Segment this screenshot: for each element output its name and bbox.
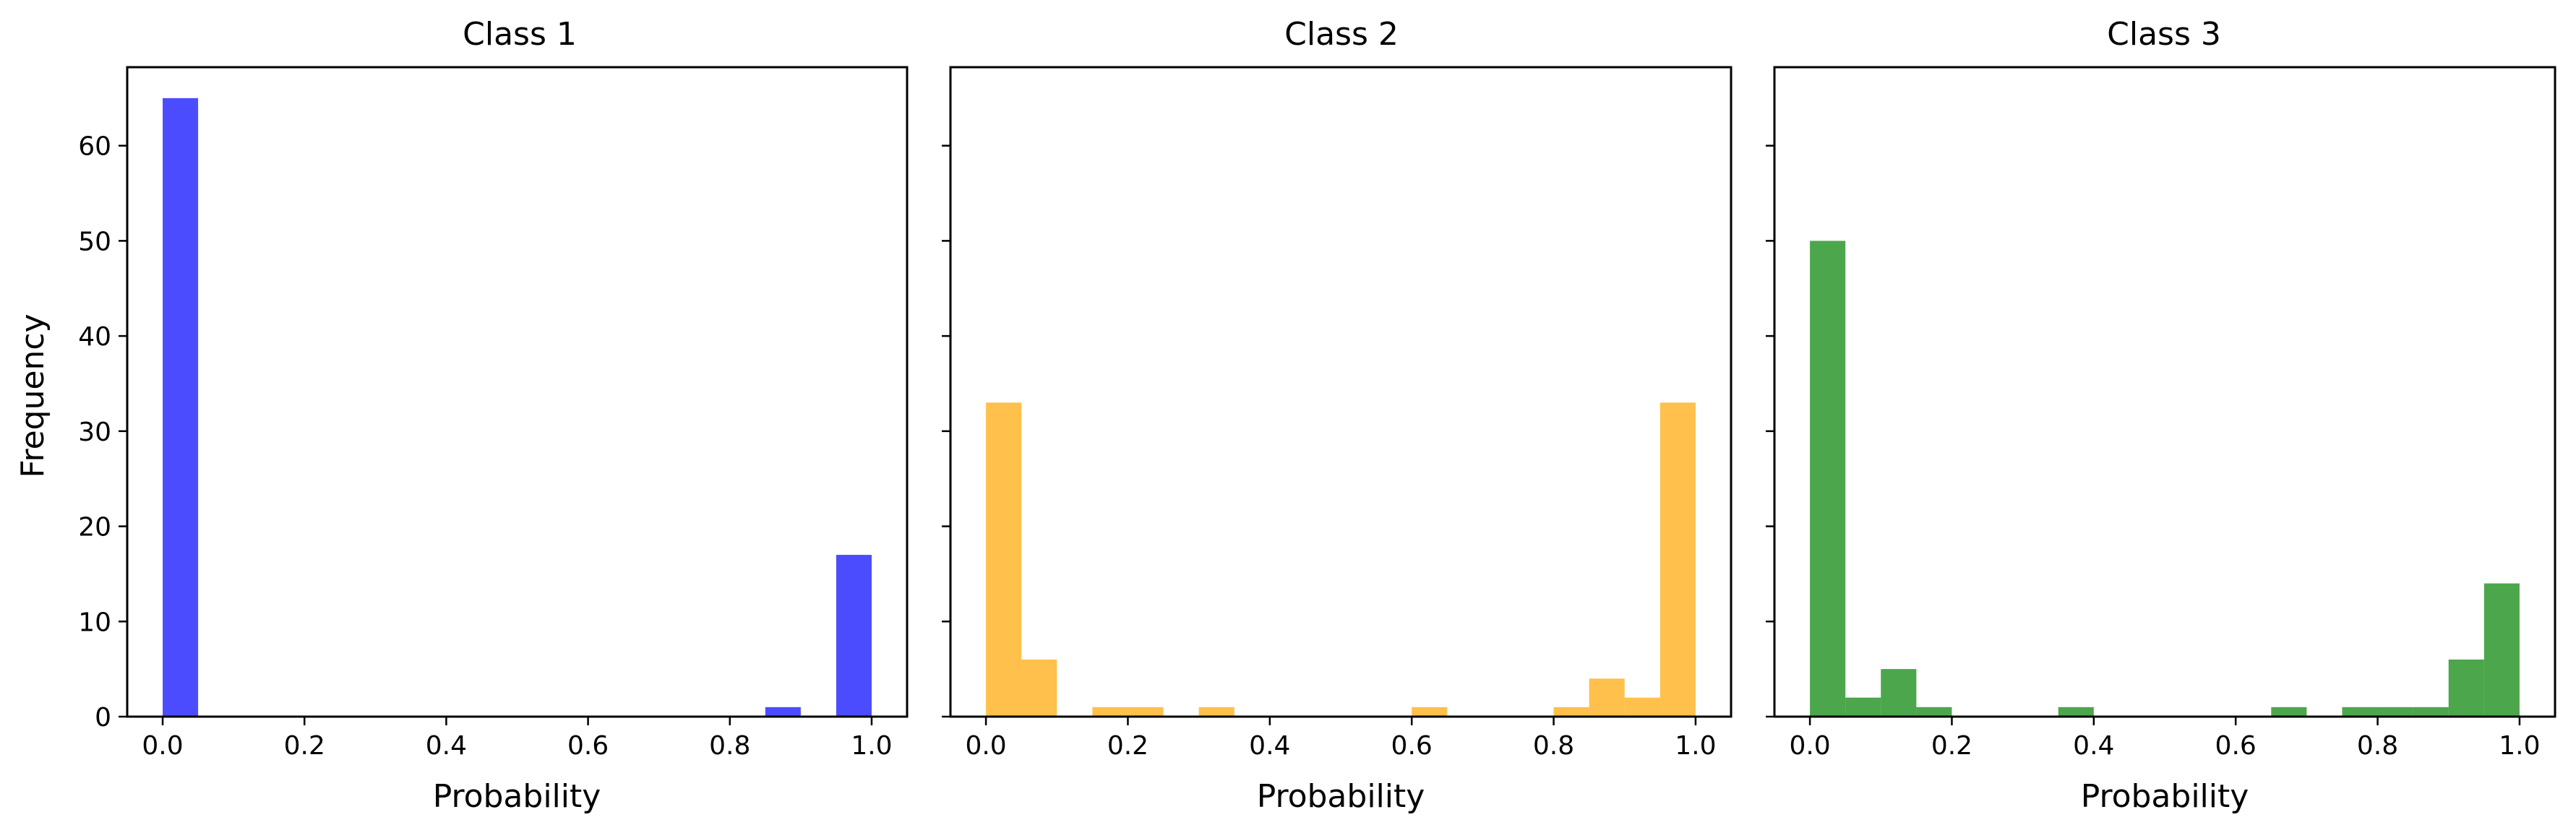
histogram-bar bbox=[2342, 707, 2378, 717]
y-ticks bbox=[942, 144, 950, 718]
x-ticks: 0.0 0.2 0.4 0.6 0.8 1.0 bbox=[1789, 717, 2541, 761]
x-tick-label: 0.2 bbox=[1931, 731, 1972, 761]
histogram-bar bbox=[836, 555, 872, 717]
panel-title: Class 3 bbox=[2107, 16, 2221, 53]
histogram-bar bbox=[1553, 707, 1589, 717]
histogram-bar bbox=[1021, 659, 1057, 717]
y-tick-label: 20 bbox=[78, 513, 111, 543]
histogram-bar bbox=[1881, 669, 1917, 717]
panel-title: Class 1 bbox=[463, 16, 577, 53]
histogram-bar bbox=[1916, 707, 1952, 717]
x-tick-label: 1.0 bbox=[2499, 731, 2540, 761]
y-ticks bbox=[1766, 144, 1774, 718]
histogram-bar bbox=[986, 402, 1022, 717]
histogram-bar bbox=[1198, 707, 1235, 717]
y-axis-label: Frequency bbox=[14, 314, 51, 478]
x-tick-label: 0.2 bbox=[284, 731, 325, 761]
histogram-bar bbox=[1660, 402, 1696, 717]
histogram-bar bbox=[1589, 678, 1625, 717]
histogram-bar bbox=[1128, 707, 1164, 717]
histogram-bar bbox=[2377, 707, 2413, 717]
y-tick-label: 10 bbox=[78, 608, 111, 637]
plot-frame bbox=[1773, 66, 2556, 718]
x-tick-label: 0.8 bbox=[709, 731, 750, 761]
x-tick-label: 0.4 bbox=[426, 731, 467, 761]
panel-class-2: Class 2 0.0 0.2 0.4 0.6 0.8 1.0 Probability bbox=[942, 16, 1733, 815]
y-ticks: 0 10 20 30 40 50 60 bbox=[78, 132, 127, 733]
x-tick-label: 0.4 bbox=[1249, 731, 1290, 761]
histogram-bar bbox=[2448, 659, 2484, 717]
x-tick-label: 0.2 bbox=[1107, 731, 1149, 761]
x-axis-label: Probability bbox=[433, 778, 601, 815]
x-tick-label: 1.0 bbox=[851, 731, 892, 761]
x-tick-label: 0.4 bbox=[2073, 731, 2114, 761]
panel-title: Class 2 bbox=[1284, 16, 1399, 53]
histogram-bar bbox=[1810, 241, 1846, 717]
y-tick-label: 50 bbox=[78, 227, 111, 256]
histogram-bar bbox=[1845, 697, 1881, 717]
x-axis-label: Probability bbox=[1257, 778, 1425, 815]
x-tick-label: 0.0 bbox=[1789, 731, 1830, 761]
x-axis-label: Probability bbox=[2081, 778, 2249, 815]
histogram-bar bbox=[765, 707, 801, 717]
bars-group bbox=[986, 402, 1696, 717]
x-ticks: 0.0 0.2 0.4 0.6 0.8 1.0 bbox=[965, 717, 1717, 761]
x-tick-label: 0.6 bbox=[567, 731, 609, 761]
histogram-bar bbox=[1092, 707, 1128, 717]
y-tick-label: 60 bbox=[78, 132, 111, 162]
panel-class-3: Class 3 0.0 0.2 0.4 0.6 0.8 1.0 Probability bbox=[1766, 16, 2556, 815]
x-tick-label: 1.0 bbox=[1675, 731, 1716, 761]
histogram-bar bbox=[2271, 707, 2307, 717]
histogram-bar bbox=[163, 98, 199, 717]
bars-group bbox=[163, 98, 872, 717]
x-tick-label: 0.0 bbox=[142, 731, 183, 761]
histogram-bar bbox=[1624, 697, 1660, 717]
y-tick-label: 0 bbox=[95, 703, 111, 733]
x-tick-label: 0.8 bbox=[2357, 731, 2398, 761]
panel-class-1: Class 1 0.0 0.2 0.4 0.6 0.8 1.0 0 10 20 30 40 50 60… bbox=[78, 16, 909, 815]
x-tick-label: 0.6 bbox=[1391, 731, 1433, 761]
plot-frame bbox=[126, 66, 909, 718]
plot-frame bbox=[949, 66, 1733, 718]
histogram-bar bbox=[2413, 707, 2449, 717]
x-tick-label: 0.0 bbox=[965, 731, 1006, 761]
histogram-bar bbox=[2483, 583, 2520, 717]
bars-group bbox=[1810, 241, 2520, 717]
x-ticks: 0.0 0.2 0.4 0.6 0.8 1.0 bbox=[142, 717, 893, 761]
x-tick-label: 0.8 bbox=[1533, 731, 1574, 761]
histogram-bar bbox=[1412, 707, 1448, 717]
y-tick-label: 30 bbox=[78, 418, 111, 447]
x-tick-label: 0.6 bbox=[2215, 731, 2257, 761]
y-tick-label: 40 bbox=[78, 322, 111, 352]
histogram-bar bbox=[2058, 707, 2094, 717]
